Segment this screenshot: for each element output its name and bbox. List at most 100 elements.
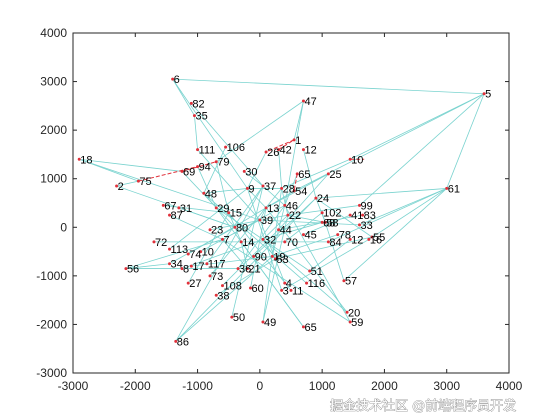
node-label: 20	[348, 307, 360, 319]
node-point	[283, 281, 287, 285]
node-label: 113	[171, 244, 189, 256]
node-label: 4	[286, 278, 292, 290]
node-point	[320, 211, 324, 215]
node-point	[301, 99, 305, 103]
node-point	[245, 267, 249, 271]
edge-line	[259, 219, 286, 284]
node-point	[289, 288, 293, 292]
node-label: 18	[80, 154, 92, 166]
node-point	[252, 254, 256, 258]
edge-line	[343, 188, 447, 282]
node-point	[320, 220, 324, 224]
edge-line	[321, 212, 326, 223]
node-point	[136, 179, 140, 183]
edge-line	[324, 222, 345, 281]
node-label: 12	[304, 145, 316, 157]
edge-line	[216, 207, 229, 214]
node-label: 19	[273, 251, 285, 263]
edge-line	[216, 100, 304, 163]
node-point	[233, 225, 237, 229]
node-point	[199, 250, 203, 254]
edge-line	[172, 78, 248, 189]
node-point	[261, 320, 265, 324]
node-point	[326, 240, 330, 244]
node-label: 80	[236, 222, 248, 234]
node-point	[445, 186, 449, 190]
edge-line	[247, 188, 267, 209]
y-tick-label: 2000	[40, 123, 67, 137]
node-point	[264, 150, 268, 154]
node-label: 14	[242, 237, 254, 249]
node-label: 8	[183, 264, 189, 276]
edge-line	[234, 227, 242, 243]
edge-line	[175, 185, 264, 342]
edge-line	[203, 188, 248, 194]
node-point	[196, 148, 200, 152]
node-label: 21	[248, 264, 260, 276]
edge-line	[240, 241, 248, 269]
edge-line	[278, 214, 363, 231]
node-point	[261, 237, 265, 241]
node-point	[115, 184, 119, 188]
edge-line	[191, 103, 264, 187]
node-label: 117	[208, 259, 226, 271]
node-label: 57	[345, 276, 357, 288]
node-label: 23	[211, 225, 223, 237]
edge-line	[315, 197, 373, 238]
node-label: 102	[323, 208, 341, 220]
edge-line	[203, 192, 307, 284]
node-label: 55	[373, 232, 385, 244]
edge-line	[262, 214, 289, 240]
watermark-text: 掘金技术社区 @前端程序员开发	[330, 398, 516, 414]
node-label: 34	[171, 259, 183, 271]
node-label: 53	[276, 254, 288, 266]
edge-line	[265, 190, 295, 209]
node-point	[277, 148, 281, 152]
node-point	[161, 203, 165, 207]
node-label: 50	[233, 312, 245, 324]
node-point	[258, 218, 262, 222]
node-label: 28	[283, 183, 295, 195]
node-point	[345, 310, 349, 314]
node-point	[273, 257, 277, 261]
node-label: 56	[127, 264, 139, 276]
edge-line	[349, 93, 485, 160]
edge-line	[275, 236, 373, 260]
node-label: 10	[202, 247, 214, 259]
edge-line	[281, 188, 289, 216]
edge-line	[215, 161, 230, 213]
edge-line	[216, 258, 276, 296]
node-point	[249, 286, 253, 290]
x-tick-label: 4000	[496, 379, 523, 393]
plot-area-background	[73, 33, 509, 373]
node-point	[171, 77, 175, 81]
node-point	[220, 284, 224, 288]
node-label: 6	[174, 74, 180, 86]
node-point	[180, 169, 184, 173]
node-point	[168, 213, 172, 217]
node-label: 22	[289, 210, 301, 222]
node-point	[277, 228, 281, 232]
node-label: 5	[485, 89, 491, 101]
x-tick-label: -1000	[182, 379, 213, 393]
node-label: 41	[351, 210, 363, 222]
node-label: 11	[292, 285, 303, 297]
node-label: 72	[155, 237, 167, 249]
node-point	[168, 247, 172, 251]
edge-line	[271, 229, 279, 257]
node-label: 74	[189, 249, 201, 261]
edge-line	[209, 214, 288, 231]
node-point	[482, 92, 486, 96]
highlight-link	[138, 166, 198, 182]
node-point	[261, 184, 265, 188]
node-label: 39	[261, 215, 273, 227]
edge-line	[175, 256, 273, 342]
edge-line	[315, 188, 447, 199]
node-point	[361, 213, 365, 217]
node-label: 48	[205, 188, 217, 200]
node-point	[192, 114, 196, 118]
node-label: 7	[223, 234, 229, 246]
node-point	[367, 237, 371, 241]
